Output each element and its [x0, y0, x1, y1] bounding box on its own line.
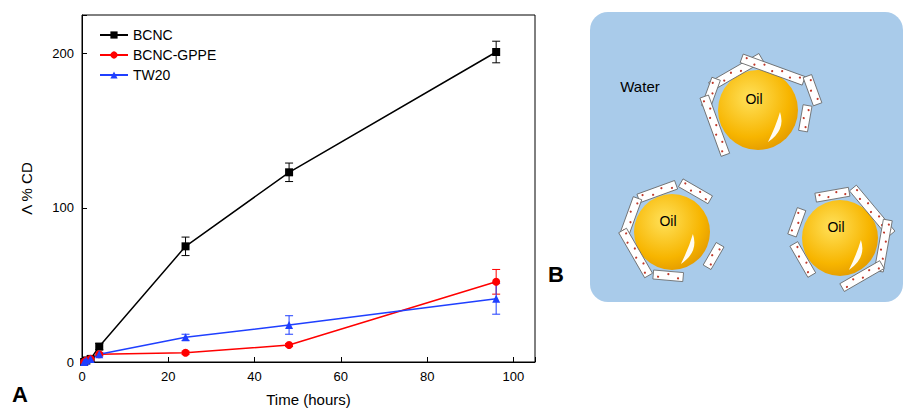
- svg-text:Time (hours): Time (hours): [266, 391, 350, 408]
- svg-text:Water: Water: [620, 78, 659, 95]
- svg-text:100: 100: [503, 369, 525, 384]
- svg-text:Oil: Oil: [745, 91, 762, 107]
- svg-text:0: 0: [78, 369, 85, 384]
- svg-text:TW20: TW20: [133, 67, 171, 83]
- svg-text:20: 20: [161, 369, 175, 384]
- svg-text:0: 0: [67, 355, 74, 370]
- svg-text:60: 60: [334, 369, 348, 384]
- svg-text:40: 40: [247, 369, 261, 384]
- svg-text:B: B: [548, 262, 564, 287]
- svg-text:Oil: Oil: [827, 219, 844, 235]
- svg-text:80: 80: [420, 369, 434, 384]
- svg-text:A: A: [12, 382, 28, 407]
- svg-text:BCNC-GPPE: BCNC-GPPE: [133, 47, 216, 63]
- svg-text:200: 200: [52, 46, 74, 61]
- svg-text:BCNC: BCNC: [133, 27, 173, 43]
- svg-text:100: 100: [52, 200, 74, 215]
- svg-text:Λ % CD: Λ % CD: [18, 162, 35, 215]
- svg-text:Oil: Oil: [659, 213, 676, 229]
